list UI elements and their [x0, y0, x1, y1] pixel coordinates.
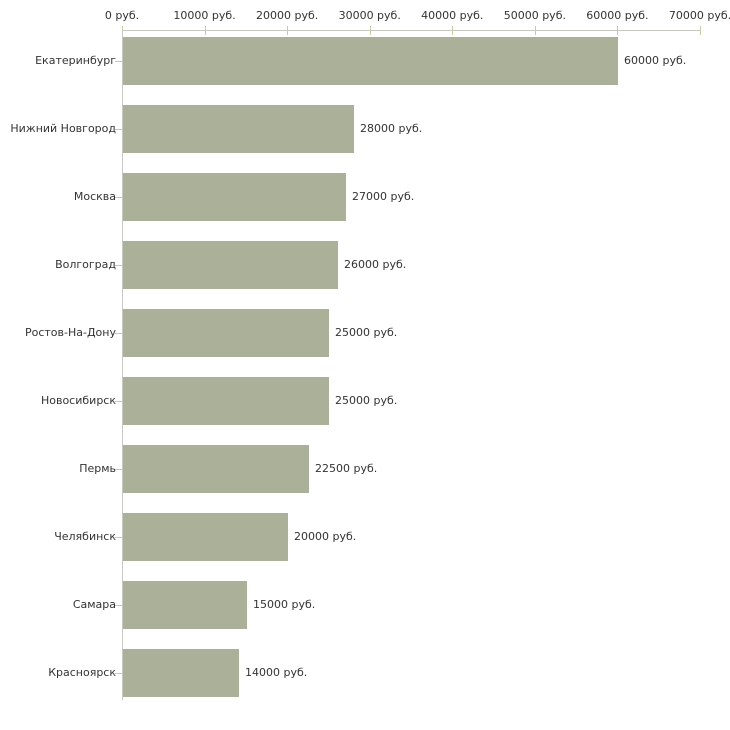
x-axis-line: [122, 30, 701, 31]
value-label: 20000 руб.: [294, 530, 357, 543]
y-tick-mark: [115, 197, 122, 198]
category-label: Екатеринбург: [35, 54, 116, 67]
x-tick-label: 50000 руб.: [503, 9, 566, 22]
bar: [123, 37, 618, 85]
value-label: 14000 руб.: [245, 666, 308, 679]
x-tick-label: 30000 руб.: [338, 9, 401, 22]
bar: [123, 581, 247, 629]
value-label: 26000 руб.: [344, 258, 407, 271]
y-tick-mark: [115, 265, 122, 266]
bar: [123, 445, 309, 493]
category-label: Красноярск: [48, 666, 116, 679]
y-axis-line: [122, 30, 123, 700]
bar: [123, 377, 329, 425]
category-label: Самара: [72, 598, 116, 611]
y-tick-mark: [115, 469, 122, 470]
bar: [123, 105, 354, 153]
value-label: 28000 руб.: [360, 122, 423, 135]
x-tick-label: 0 руб.: [104, 9, 140, 22]
category-label: Нижний Новгород: [10, 122, 116, 135]
value-label: 25000 руб.: [335, 394, 398, 407]
value-label: 25000 руб.: [335, 326, 398, 339]
y-tick-mark: [115, 605, 122, 606]
bar: [123, 649, 239, 697]
x-tick-label: 70000 руб.: [668, 9, 730, 22]
x-tick-label: 10000 руб.: [173, 9, 236, 22]
x-tick-label: 40000 руб.: [421, 9, 484, 22]
category-label: Новосибирск: [40, 394, 116, 407]
category-label: Челябинск: [54, 530, 116, 543]
y-tick-mark: [115, 673, 122, 674]
value-label: 27000 руб.: [352, 190, 415, 203]
y-tick-mark: [115, 537, 122, 538]
value-label: 22500 руб.: [315, 462, 378, 475]
value-label: 60000 руб.: [624, 54, 687, 67]
y-tick-mark: [115, 401, 122, 402]
x-tick-label: 60000 руб.: [586, 9, 649, 22]
category-label: Волгоград: [55, 258, 116, 271]
value-label: 15000 руб.: [253, 598, 316, 611]
bar: [123, 241, 338, 289]
y-tick-mark: [115, 61, 122, 62]
category-label: Москва: [73, 190, 116, 203]
x-tick-label: 20000 руб.: [256, 9, 319, 22]
bar: [123, 173, 346, 221]
category-label: Пермь: [79, 462, 116, 475]
bar: [123, 513, 288, 561]
bar: [123, 309, 329, 357]
category-label: Ростов-На-Дону: [24, 326, 116, 339]
y-tick-mark: [115, 129, 122, 130]
y-tick-mark: [115, 333, 122, 334]
